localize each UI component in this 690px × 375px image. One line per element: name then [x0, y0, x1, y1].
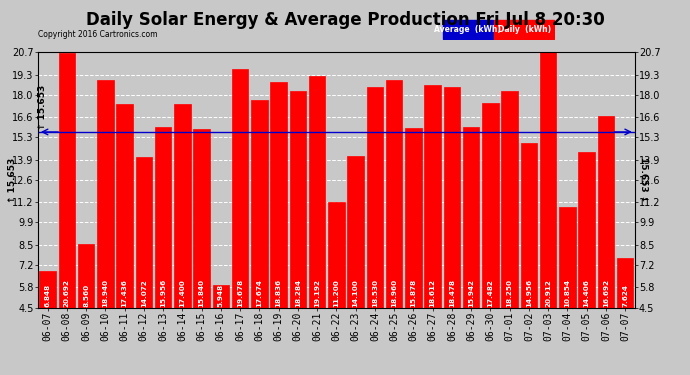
Text: Copyright 2016 Cartronics.com: Copyright 2016 Cartronics.com	[38, 30, 157, 39]
Bar	[540, 49, 556, 308]
Bar	[309, 76, 325, 308]
Bar	[213, 285, 229, 308]
Bar	[117, 104, 132, 308]
Text: 10.854: 10.854	[564, 279, 571, 307]
Text: 18.284: 18.284	[295, 279, 301, 307]
Text: 20.692: 20.692	[64, 279, 70, 307]
Text: Daily Solar Energy & Average Production Fri Jul 8 20:30: Daily Solar Energy & Average Production …	[86, 11, 604, 29]
Bar	[136, 157, 152, 308]
Text: 18.478: 18.478	[449, 279, 455, 307]
Bar	[502, 91, 518, 308]
Text: 19.678: 19.678	[237, 279, 243, 307]
Bar	[174, 105, 190, 308]
Text: 17.674: 17.674	[257, 279, 262, 307]
Bar	[78, 244, 95, 308]
Bar	[270, 82, 287, 308]
Text: 15.878: 15.878	[411, 279, 416, 307]
Bar	[405, 128, 422, 308]
Bar	[39, 270, 56, 308]
Bar	[521, 143, 537, 308]
Bar	[598, 116, 614, 308]
Bar	[463, 128, 480, 308]
Text: 14.072: 14.072	[141, 279, 147, 307]
Bar	[617, 258, 633, 308]
Text: 17.400: 17.400	[179, 279, 186, 307]
Text: Daily  (kWh): Daily (kWh)	[498, 25, 551, 34]
Text: 5.948: 5.948	[218, 284, 224, 307]
Text: 18.250: 18.250	[506, 279, 513, 307]
Text: 18.940: 18.940	[102, 279, 108, 307]
Bar	[444, 87, 460, 308]
Text: 18.612: 18.612	[430, 279, 435, 307]
Text: 18.530: 18.530	[372, 279, 378, 307]
Text: 15.840: 15.840	[199, 279, 205, 307]
Bar	[193, 129, 210, 308]
Text: 14.956: 14.956	[526, 279, 532, 307]
Bar	[386, 80, 402, 308]
Bar	[328, 202, 344, 308]
Bar	[251, 100, 268, 308]
Text: 15.956: 15.956	[160, 279, 166, 307]
Text: 20.912: 20.912	[545, 279, 551, 307]
Text: ↑ 15.653: ↑ 15.653	[38, 84, 47, 130]
Bar	[97, 80, 114, 308]
Text: 18.960: 18.960	[391, 279, 397, 307]
Text: 15.942: 15.942	[468, 279, 474, 307]
Bar	[59, 53, 75, 308]
Bar	[424, 86, 441, 308]
Text: ↑ 15.653: ↑ 15.653	[8, 158, 17, 203]
Bar	[482, 103, 499, 308]
Text: 7.624: 7.624	[622, 284, 628, 307]
Text: 18.836: 18.836	[275, 279, 282, 307]
Text: 11.200: 11.200	[333, 279, 339, 307]
Text: 19.192: 19.192	[314, 279, 320, 307]
Bar	[443, 20, 493, 39]
Bar	[366, 87, 383, 308]
Bar	[155, 127, 171, 308]
Bar	[578, 152, 595, 308]
Text: 17.436: 17.436	[121, 279, 128, 307]
Text: 8.560: 8.560	[83, 284, 89, 307]
Bar	[348, 156, 364, 308]
Text: 16.692: 16.692	[603, 279, 609, 307]
Text: 14.406: 14.406	[584, 279, 590, 307]
Bar	[559, 207, 575, 308]
Text: Average  (kWh): Average (kWh)	[434, 25, 501, 34]
Text: 17.482: 17.482	[487, 279, 493, 307]
Bar	[290, 90, 306, 308]
Bar	[232, 69, 248, 308]
Text: 15.653 ↓: 15.653 ↓	[639, 158, 649, 203]
Bar	[494, 20, 554, 39]
Text: 14.100: 14.100	[353, 279, 359, 307]
Text: 6.848: 6.848	[45, 284, 50, 307]
